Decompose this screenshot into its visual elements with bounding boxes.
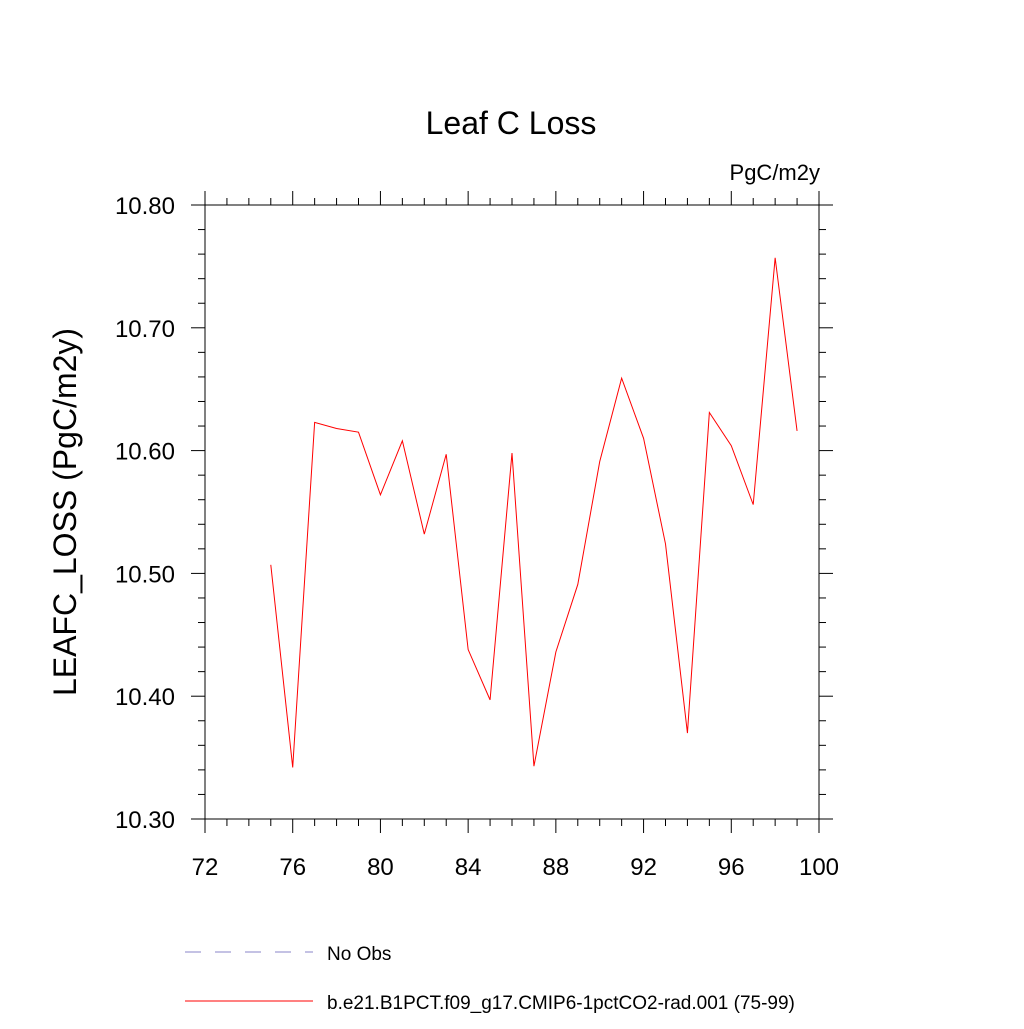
axis-ticks: 72 76 80 84 88 92 96 100 10.30 10.40 10.50 10.60 10.… (115, 191, 839, 881)
data-series (270, 257, 798, 768)
x-tick-label: 84 (455, 854, 482, 881)
x-tick-label: 96 (718, 854, 745, 881)
x-tick-label: 100 (799, 854, 839, 881)
legend-label-1: b.e21.B1PCT.f09_g17.CMIP6-1pctCO2-rad.00… (327, 993, 795, 1014)
x-tick-label: 80 (367, 854, 394, 881)
y-tick-label: 10.60 (115, 439, 175, 466)
x-tick-label: 76 (279, 854, 306, 881)
y-tick-label: 10.40 (115, 684, 175, 711)
y-tick-label: 10.70 (115, 316, 175, 343)
y-tick-label: 10.50 (115, 561, 175, 588)
y-axis-label: LEAFC_LOSS (PgC/m2y) (47, 328, 83, 696)
series-line-1 (270, 257, 798, 768)
x-tick-label: 72 (192, 854, 219, 881)
y-tick-label: 10.80 (115, 193, 175, 220)
y-tick-label: 10.30 (115, 807, 175, 834)
legend: No Obs b.e21.B1PCT.f09_g17.CMIP6-1pctCO2-… (185, 944, 795, 1014)
x-tick-label: 88 (543, 854, 570, 881)
units-label: PgC/m2y (730, 160, 820, 185)
legend-label-0: No Obs (327, 944, 391, 965)
chart-title: Leaf C Loss (426, 105, 597, 141)
plot-frame (204, 204, 820, 820)
x-tick-label: 92 (630, 854, 657, 881)
